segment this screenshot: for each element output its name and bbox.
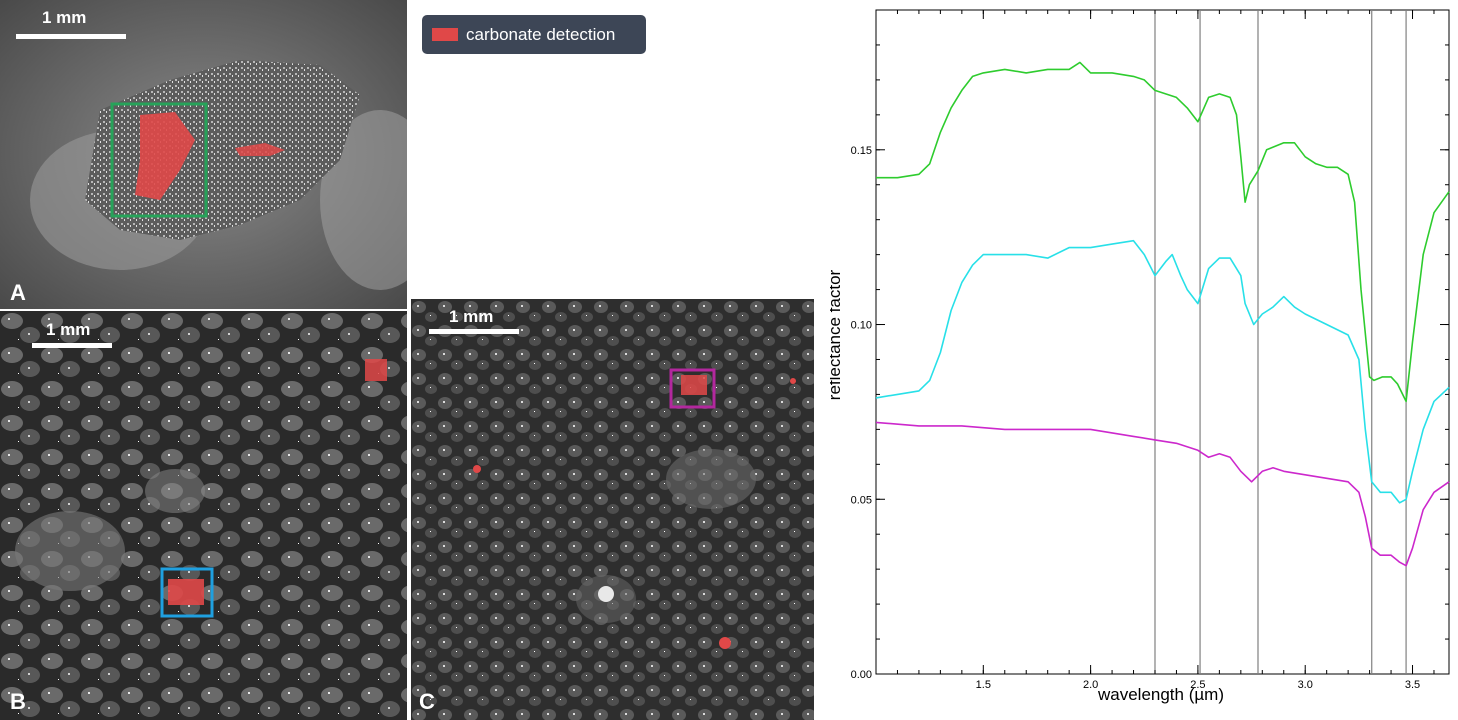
panel-c-sample-photo bbox=[411, 299, 814, 720]
x-tick-label: 2.0 bbox=[1083, 679, 1098, 691]
panel-b-letter: B bbox=[10, 689, 26, 714]
panel-b-image: 1 mm B bbox=[0, 311, 407, 720]
plot-frame bbox=[875, 9, 1450, 675]
plot-area: 1.5 2.0 2.5 3.0 3.5 0.00 0.05 0.10 0.15 bbox=[851, 9, 1450, 691]
legend-label: carbonate detection bbox=[466, 24, 616, 44]
legend: carbonate detection bbox=[422, 15, 646, 54]
panel-a-scalebar bbox=[16, 34, 126, 39]
x-tick-label: 2.5 bbox=[1190, 679, 1205, 691]
panel-a-letter: A bbox=[10, 280, 26, 305]
y-axis-label: reflectance factor bbox=[830, 269, 844, 400]
panel-c-scalebar-label: 1 mm bbox=[449, 307, 494, 326]
panel-b-selection-box bbox=[160, 567, 214, 618]
legend-swatch bbox=[432, 28, 458, 41]
panel-a-image: 1 mm A bbox=[0, 0, 407, 309]
panel-b-scalebar-label: 1 mm bbox=[46, 320, 91, 339]
x-tick-label: 3.0 bbox=[1298, 679, 1313, 691]
panel-a-selection-box bbox=[110, 102, 208, 218]
panel-a-scalebar-label: 1 mm bbox=[42, 8, 87, 27]
panel-c-image: 1 mm C bbox=[411, 299, 814, 720]
y-tick-label: 0.10 bbox=[851, 320, 872, 332]
panel-b-scalebar bbox=[32, 343, 112, 348]
spectrum-line-1 bbox=[875, 239, 1450, 504]
y-tick-label: 0.15 bbox=[851, 145, 872, 157]
y-tick-label: 0.00 bbox=[851, 669, 872, 681]
x-tick-label: 1.5 bbox=[976, 679, 991, 691]
y-tick-label: 0.05 bbox=[851, 494, 872, 506]
panel-b-sample-photo bbox=[0, 311, 407, 720]
spectrum-line-2 bbox=[875, 421, 1450, 567]
x-tick-label: 3.5 bbox=[1405, 679, 1420, 691]
panel-a-grain-photo bbox=[0, 0, 407, 309]
panel-c-scalebar bbox=[429, 329, 519, 334]
x-axis-label: wavelength (µm) bbox=[1097, 685, 1224, 704]
reflectance-spectrum-chart: 1.5 2.0 2.5 3.0 3.5 0.00 0.05 0.10 0.15 reflecta… bbox=[830, 9, 1450, 704]
panel-c-letter: C bbox=[419, 689, 435, 714]
spectrum-line-0 bbox=[876, 61, 1450, 403]
panel-c-selection-box bbox=[669, 368, 716, 409]
